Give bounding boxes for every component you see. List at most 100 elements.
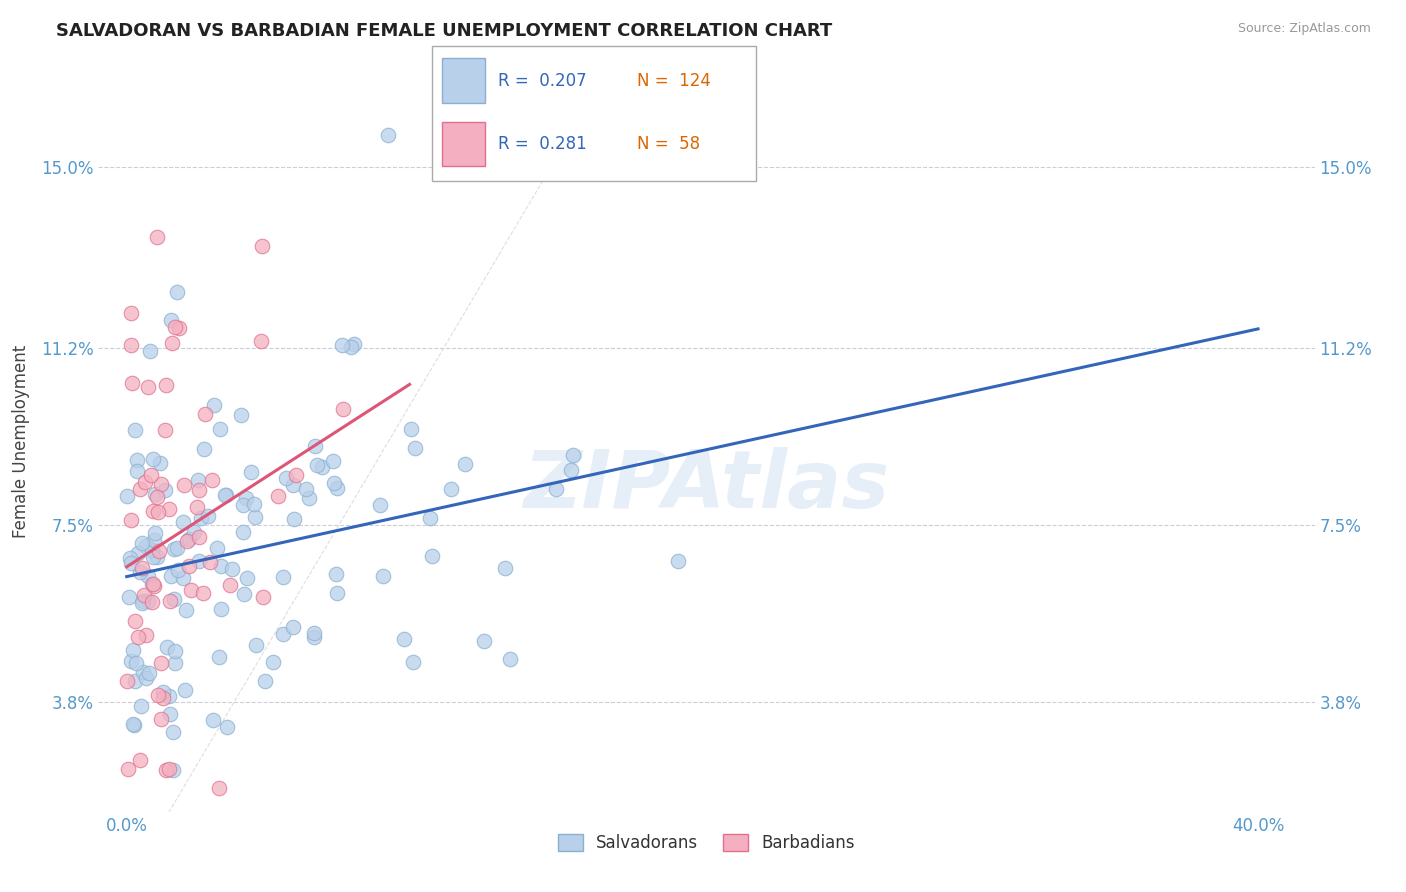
- Point: [371, 568, 394, 582]
- Point: [136, 380, 159, 394]
- Point: [172, 515, 194, 529]
- Point: [138, 666, 160, 681]
- Point: [235, 491, 257, 505]
- Point: [142, 504, 165, 518]
- Point: [128, 546, 150, 560]
- Point: [159, 594, 181, 608]
- Point: [146, 230, 169, 244]
- Point: [136, 569, 159, 583]
- Point: [134, 475, 156, 489]
- Point: [214, 488, 236, 502]
- Point: [322, 454, 344, 468]
- Point: [183, 524, 205, 539]
- Point: [253, 674, 276, 689]
- Point: [340, 340, 363, 354]
- Point: [129, 699, 152, 714]
- Point: [121, 717, 143, 731]
- Point: [163, 592, 186, 607]
- Point: [118, 590, 141, 604]
- Point: [131, 596, 153, 610]
- Point: [404, 442, 426, 456]
- Point: [209, 602, 232, 616]
- Point: [166, 541, 188, 555]
- Point: [153, 483, 176, 498]
- Point: [150, 656, 173, 670]
- Point: [117, 490, 139, 504]
- Point: [194, 407, 217, 421]
- Point: [149, 457, 172, 471]
- Point: [134, 588, 156, 602]
- Point: [179, 532, 201, 546]
- Point: [118, 551, 141, 566]
- Point: [156, 640, 179, 654]
- Point: [120, 513, 142, 527]
- FancyBboxPatch shape: [441, 122, 485, 166]
- Text: SALVADORAN VS BARBADIAN FEMALE UNEMPLOYMENT CORRELATION CHART: SALVADORAN VS BARBADIAN FEMALE UNEMPLOYM…: [56, 22, 832, 40]
- Point: [304, 625, 326, 640]
- Point: [197, 509, 219, 524]
- Point: [157, 501, 180, 516]
- Point: [186, 500, 208, 515]
- Point: [187, 529, 209, 543]
- Point: [239, 466, 262, 480]
- Point: [135, 540, 157, 554]
- Point: [217, 720, 239, 734]
- Point: [121, 643, 143, 657]
- Point: [419, 510, 441, 524]
- Point: [304, 630, 326, 644]
- Point: [127, 630, 149, 644]
- Point: [146, 550, 169, 565]
- Point: [179, 558, 201, 573]
- Point: [115, 674, 138, 689]
- Point: [125, 464, 148, 478]
- Point: [142, 550, 165, 565]
- Point: [245, 638, 267, 652]
- Point: [283, 478, 305, 492]
- Point: [117, 763, 139, 777]
- Point: [121, 376, 143, 391]
- Point: [162, 724, 184, 739]
- Point: [124, 674, 146, 689]
- Text: R =  0.207: R = 0.207: [498, 71, 586, 89]
- Text: ZIPAtlas: ZIPAtlas: [523, 447, 890, 525]
- Point: [377, 128, 399, 143]
- Point: [176, 603, 198, 617]
- Point: [146, 490, 169, 504]
- Y-axis label: Female Unemployment: Female Unemployment: [11, 345, 30, 538]
- Text: Source: ZipAtlas.com: Source: ZipAtlas.com: [1237, 22, 1371, 36]
- Point: [142, 576, 165, 591]
- Point: [295, 483, 318, 497]
- Point: [326, 586, 349, 600]
- Point: [163, 320, 186, 334]
- Point: [124, 718, 146, 732]
- Point: [262, 656, 284, 670]
- Point: [163, 541, 186, 556]
- Point: [141, 467, 163, 482]
- Point: [188, 483, 211, 498]
- Point: [394, 632, 416, 646]
- Point: [143, 526, 166, 541]
- Point: [149, 712, 172, 726]
- Point: [209, 422, 232, 436]
- Point: [322, 476, 344, 491]
- FancyBboxPatch shape: [441, 58, 485, 103]
- Point: [343, 337, 366, 351]
- Point: [143, 487, 166, 501]
- Point: [150, 817, 173, 831]
- Point: [274, 470, 297, 484]
- Point: [155, 764, 177, 778]
- Point: [165, 644, 187, 658]
- Point: [152, 684, 174, 698]
- Point: [232, 587, 254, 601]
- Point: [136, 594, 159, 608]
- Point: [249, 334, 271, 348]
- Point: [146, 688, 169, 702]
- Point: [146, 506, 169, 520]
- Point: [157, 762, 180, 776]
- Point: [155, 377, 177, 392]
- Point: [283, 512, 305, 526]
- Text: N =  58: N = 58: [637, 136, 700, 153]
- Point: [124, 423, 146, 437]
- Point: [173, 683, 195, 698]
- Point: [304, 439, 326, 453]
